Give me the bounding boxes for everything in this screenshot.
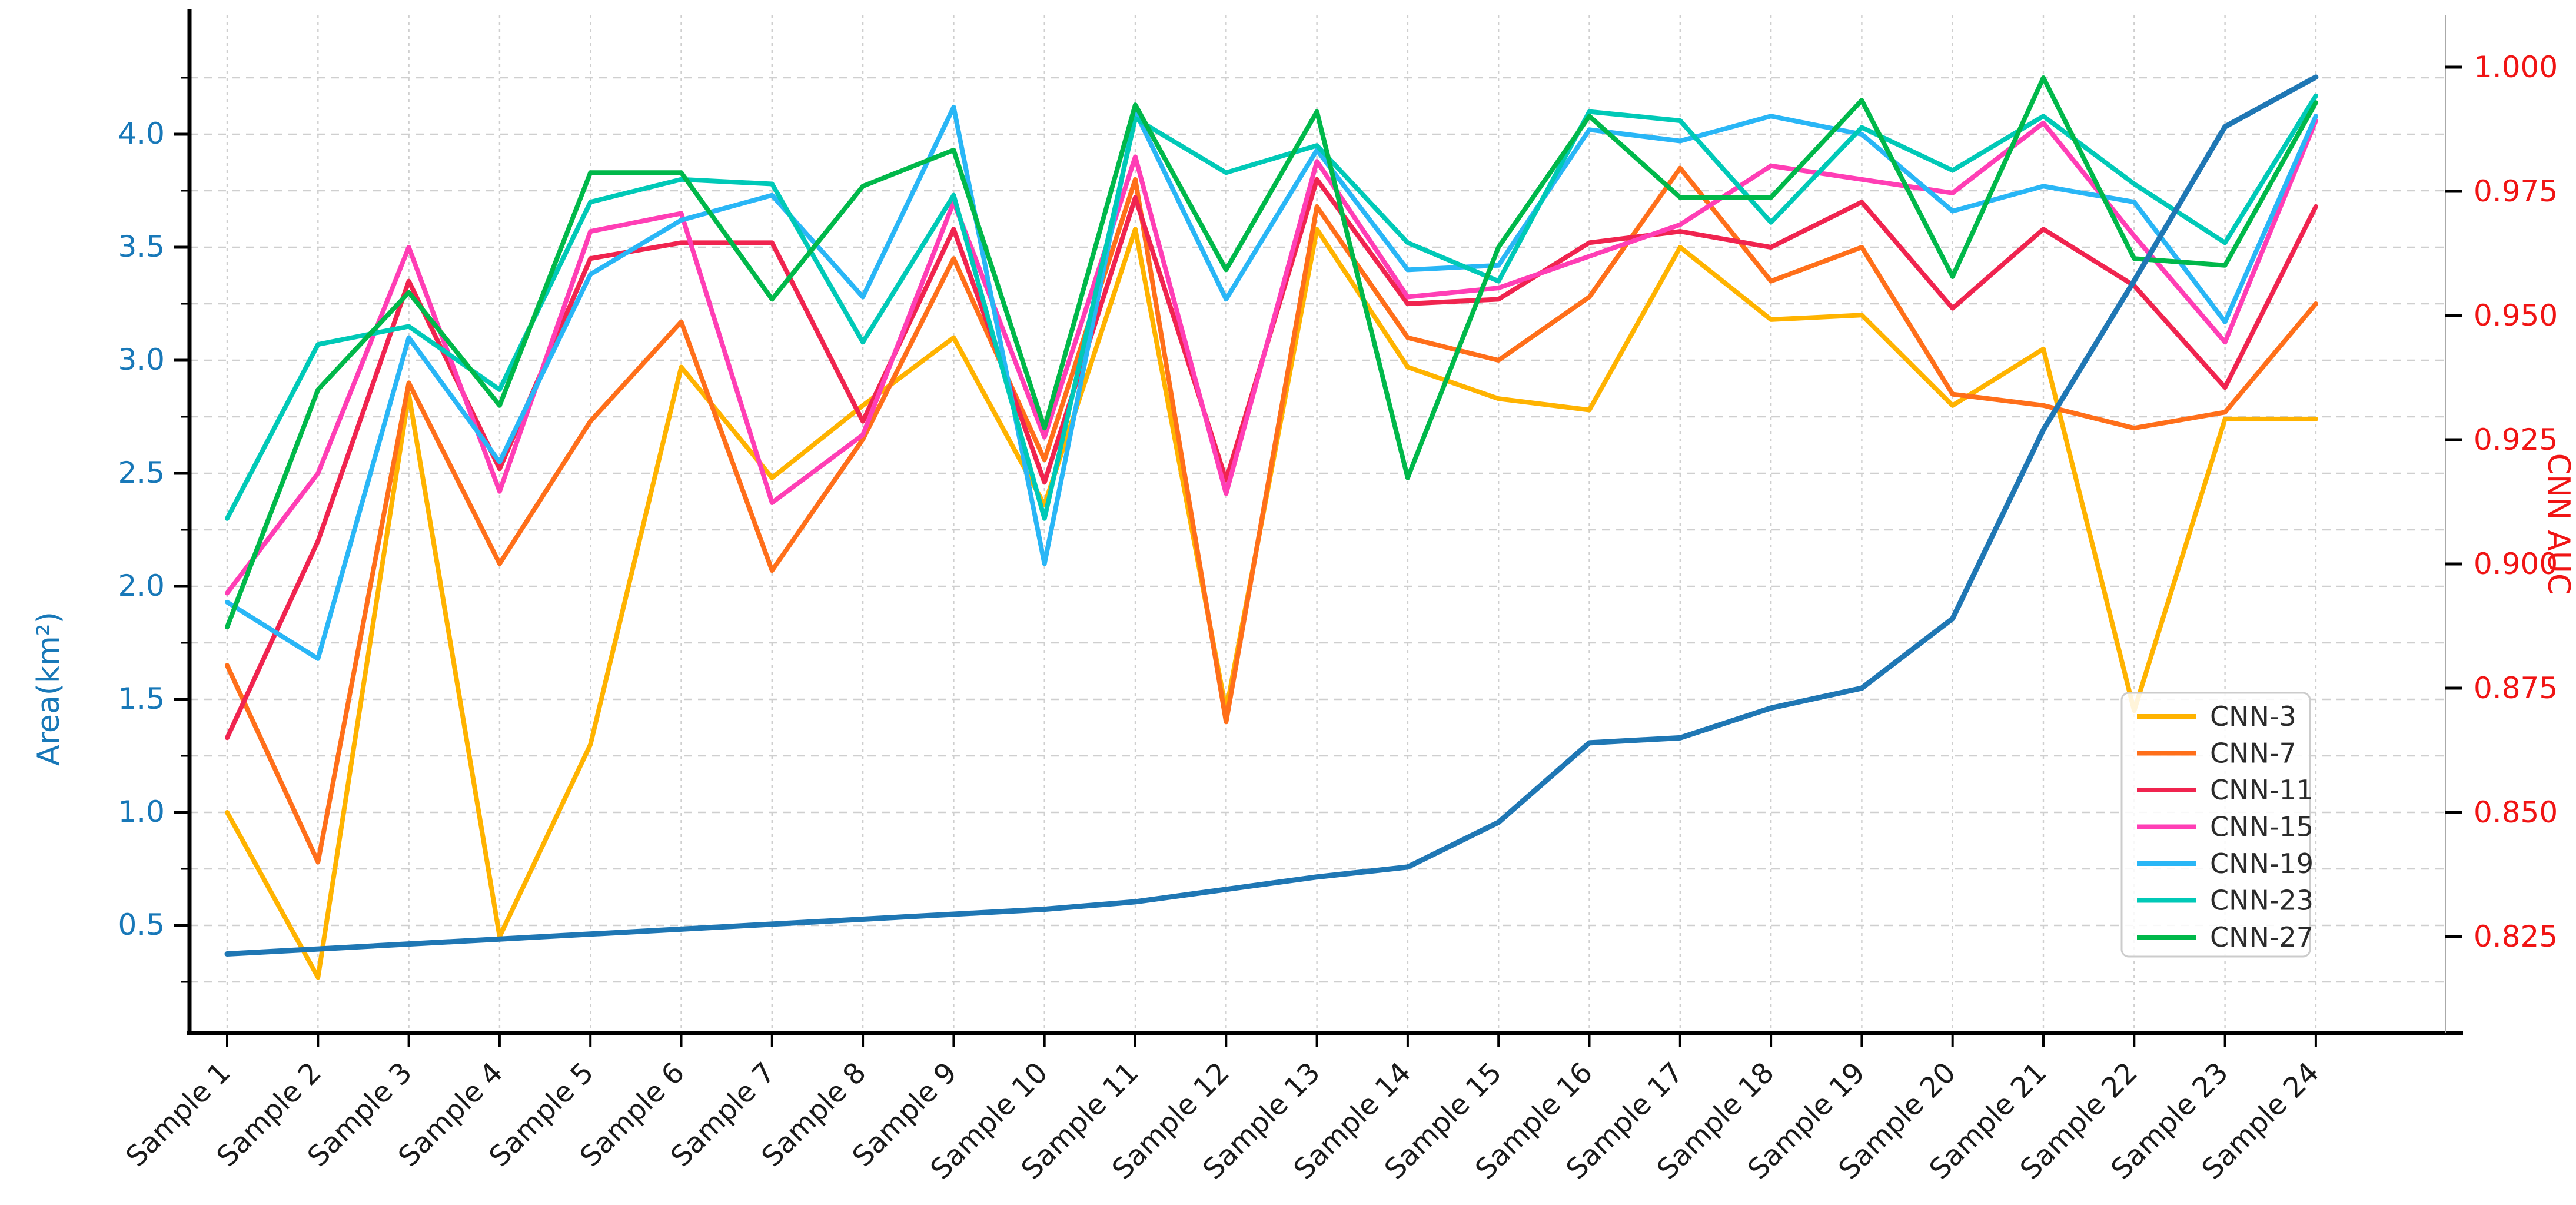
legend-label: CNN-27: [2210, 921, 2314, 953]
legend-label: CNN-3: [2210, 701, 2296, 732]
legend: CNN-3 CNN-7 CNN-11 CNN-15 CNN-19 CNN-23 CNN-27: [2120, 692, 2314, 958]
right-tick-label: 0.825: [2474, 919, 2558, 954]
left-tick-label: 3.0: [118, 343, 165, 377]
left-axis-title: Area(km²): [31, 612, 67, 766]
series-line-cnn-3: [225, 227, 2318, 980]
left-tick-label: 0.5: [118, 908, 165, 942]
legend-label: CNN-11: [2210, 774, 2314, 806]
legend-label: CNN-19: [2210, 848, 2314, 879]
series-line-cnn-auc: [224, 74, 2319, 957]
series-line-cnn-23: [225, 93, 2318, 521]
legend-item-cnn-19: CNN-19: [2137, 848, 2314, 879]
left-tick-label: 1.5: [118, 682, 165, 716]
left-tick-label: 1.0: [118, 795, 165, 829]
axes-spines: [187, 9, 2463, 1035]
right-axis-title: CNN AUC: [2541, 453, 2576, 595]
legend-item-cnn-27: CNN-27: [2137, 921, 2314, 953]
right-tick-label: 0.925: [2474, 423, 2558, 457]
series-line-cnn-7: [225, 165, 2318, 865]
right-tick-label: 1.000: [2474, 50, 2558, 84]
left-tick-label: 2.0: [118, 569, 165, 603]
legend-item-cnn-15: CNN-15: [2137, 811, 2314, 843]
left-tick-label: 4.0: [118, 117, 165, 151]
left-tick-label: 3.5: [118, 230, 165, 264]
series-line-cnn-27: [225, 75, 2318, 630]
right-tick-label: 0.850: [2474, 795, 2558, 829]
right-tick-label: 0.900: [2474, 547, 2558, 581]
legend-label: CNN-23: [2210, 885, 2314, 917]
legend-label: CNN-7: [2210, 738, 2296, 769]
left-tick-label: 2.5: [118, 456, 165, 490]
right-tick-label: 0.875: [2474, 671, 2558, 705]
legend-box: [2120, 692, 2311, 958]
right-axis: 0.825 0.850 0.875 0.900 0.925 0.950 0.975 1.000…: [2445, 50, 2576, 954]
legend-item-cnn-7: CNN-7: [2137, 738, 2296, 769]
left-axis: 0.5 1.0 1.5 2.0 2.5 3.0 3.5 4.0 Area(km²): [31, 77, 190, 983]
series-line-cnn-19: [225, 104, 2318, 661]
legend-item-cnn-11: CNN-11: [2137, 774, 2314, 806]
legend-label: CNN-15: [2210, 811, 2314, 843]
series-line-cnn-15: [225, 118, 2318, 596]
right-tick-label: 0.975: [2474, 174, 2558, 208]
series-group: [224, 74, 2319, 980]
legend-item-cnn-23: CNN-23: [2137, 885, 2314, 917]
right-tick-label: 0.950: [2474, 298, 2558, 333]
legend-item-cnn-3: CNN-3: [2137, 701, 2296, 732]
